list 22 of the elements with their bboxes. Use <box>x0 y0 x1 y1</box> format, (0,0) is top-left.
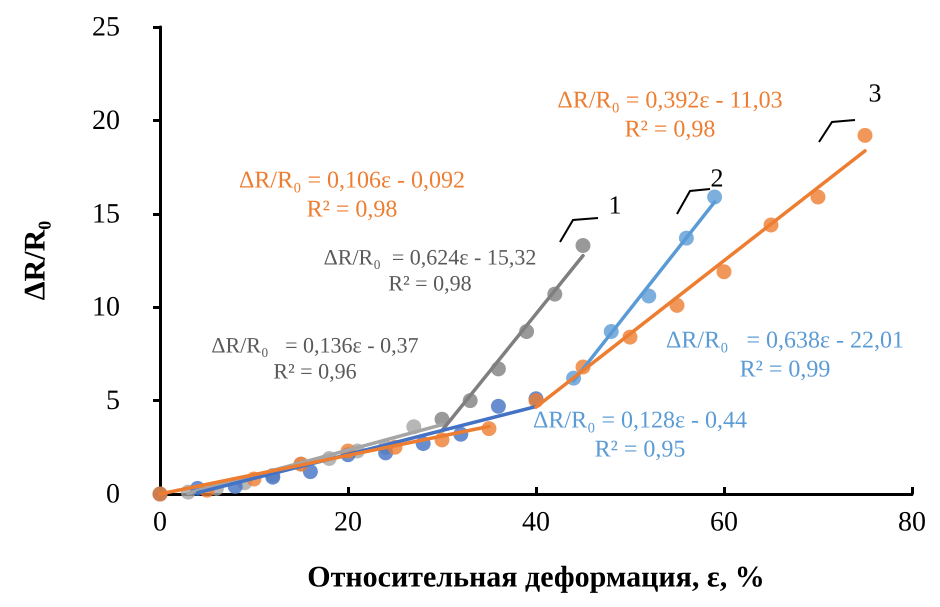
y-tick-label: 0 <box>106 478 120 510</box>
annotation: ΔR/R₀ = 0,624ε - 15,32 R² = 0,98 <box>324 244 536 296</box>
y-tick-label: 5 <box>106 385 120 416</box>
y-tick-label: 25 <box>92 12 120 42</box>
annotation: ΔR/R₀ = 0,392ε - 11,03 R² = 0,98 <box>557 88 783 142</box>
annotation: 2 <box>710 164 724 192</box>
x-tick-label: 20 <box>334 506 362 538</box>
annotation: ΔR/R₀ = 0,106ε - 0,092 R² = 0,98 <box>238 168 466 222</box>
annotation: ΔR/R₀ = 0,136ε - 0,37 R² = 0,96 <box>211 332 419 384</box>
annotation: ΔR/R₀ = 0,128ε - 0,44 R² = 0,95 <box>532 408 748 462</box>
y-tick-label: 10 <box>92 292 120 323</box>
annotation: 3 <box>868 78 882 108</box>
y-tick-label: 15 <box>92 198 120 230</box>
x-axis-title: Относительная деформация, ε, % <box>307 560 765 594</box>
x-tick-label: 60 <box>710 506 738 538</box>
annotation: ΔR/R₀ = 0,638ε - 22,01 R² = 0,99 <box>666 328 904 382</box>
annotation: 1 <box>608 190 622 220</box>
y-tick-label: 20 <box>92 104 120 136</box>
y-axis-title: ΔR/R₀ <box>18 220 52 300</box>
x-tick-label: 80 <box>898 506 926 538</box>
x-tick-label: 40 <box>522 506 550 538</box>
x-tick-label: 0 <box>153 506 167 538</box>
